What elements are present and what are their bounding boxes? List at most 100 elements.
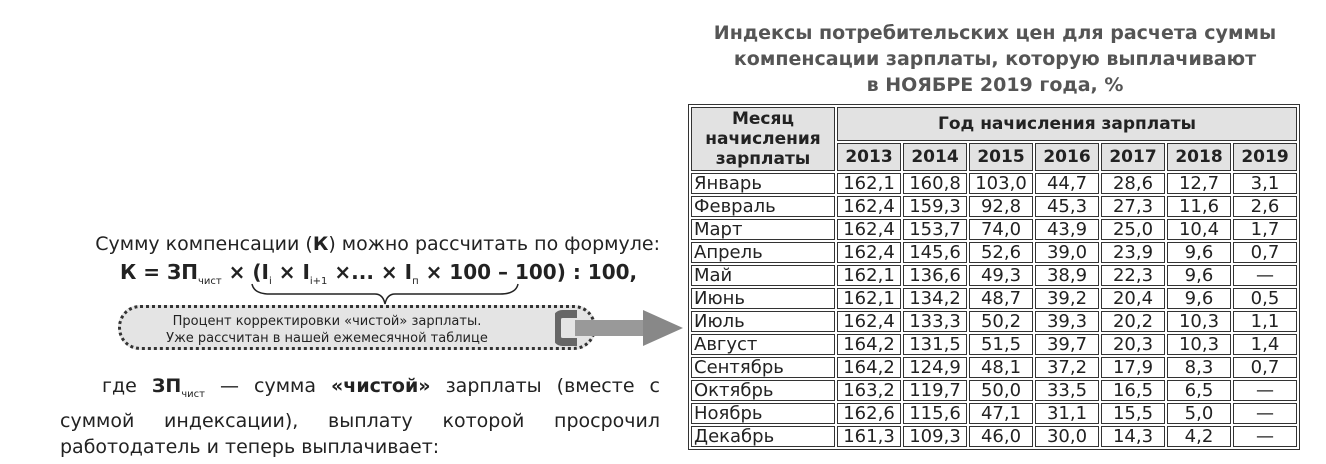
index-cell: — [1233,380,1297,401]
index-cell: 50,2 [969,311,1033,332]
index-cell: 74,0 [969,219,1033,240]
month-header: Месяц начисления зарплаты [691,107,835,171]
index-cell: 12,7 [1167,173,1231,194]
callout-line: Процент корректировки «чистой» зарплаты. [172,314,482,329]
index-cell: 39,7 [1035,334,1099,355]
table-row: Август 164,2 131,5 51,5 39,7 20,3 10,3 1,4 [691,334,1297,355]
index-cell: 162,4 [837,242,901,263]
month-cell: Июль [691,311,835,332]
year-column-header: 2016 [1035,143,1099,171]
month-cell: Ноябрь [691,403,835,424]
month-cell: Сентябрь [691,357,835,378]
table-row: Июнь 162,1 134,2 48,7 39,2 20,4 9,6 0,5 [691,288,1297,309]
index-cell: 9,6 [1167,242,1231,263]
index-cell: 45,3 [1035,196,1099,217]
index-cell: 47,1 [969,403,1033,424]
index-cell: 14,3 [1101,426,1165,447]
index-cell: 9,6 [1167,265,1231,286]
arrow-right-icon [555,310,683,346]
index-cell: 28,6 [1101,173,1165,194]
index-cell: 30,0 [1035,426,1099,447]
year-column-header: 2014 [903,143,967,171]
index-cell: 162,1 [837,288,901,309]
index-cell: 115,6 [903,403,967,424]
index-cell: 153,7 [903,219,967,240]
table-title: Индексы потребительских цен для расчета … [700,20,1290,98]
index-cell: 25,0 [1101,219,1165,240]
index-cell: 20,3 [1101,334,1165,355]
index-cell: 162,6 [837,403,901,424]
index-cell: 11,6 [1167,196,1231,217]
index-cell: 133,3 [903,311,967,332]
index-cell: 10,4 [1167,219,1231,240]
index-cell: 50,0 [969,380,1033,401]
index-cell: 4,2 [1167,426,1231,447]
index-cell: 39,0 [1035,242,1099,263]
index-cell: 44,7 [1035,173,1099,194]
index-cell: 0,7 [1233,242,1297,263]
index-cell: 161,3 [837,426,901,447]
index-cell: 124,9 [903,357,967,378]
index-cell: 20,4 [1101,288,1165,309]
month-cell: Декабрь [691,426,835,447]
table-row: Декабрь 161,3 109,3 46,0 30,0 14,3 4,2— [691,426,1297,447]
index-cell: 39,2 [1035,288,1099,309]
year-header: Год начисления зарплаты [837,107,1297,141]
index-cell: 48,1 [969,357,1033,378]
year-column-header: 2018 [1167,143,1231,171]
index-cell: 17,9 [1101,357,1165,378]
index-cell: 6,5 [1167,380,1231,401]
index-cell: 109,3 [903,426,967,447]
table-row: Март 162,4 153,7 74,0 43,9 25,0 10,4 1,7 [691,219,1297,240]
year-column-header: 2015 [969,143,1033,171]
index-cell: 37,2 [1035,357,1099,378]
index-cell: — [1233,403,1297,424]
callout-line: Уже рассчитан в нашей ежемесячной таблиц… [166,331,488,346]
index-cell: 1,7 [1233,219,1297,240]
month-cell: Август [691,334,835,355]
table-row: Январь 162,1 160,8 103,0 44,7 28,6 12,7 3,1 [691,173,1297,194]
table-row: Июль 162,4 133,3 50,2 39,3 20,2 10,3 1,1 [691,311,1297,332]
index-cell: 164,2 [837,357,901,378]
month-cell: Март [691,219,835,240]
table-row: Апрель 162,4 145,6 52,6 39,0 23,9 9,6 0,7 [691,242,1297,263]
title-line: в НОЯБРЕ 2019 года, % [866,74,1124,96]
index-cell: 162,4 [837,196,901,217]
curly-brace-icon [251,283,519,305]
index-cell: 22,3 [1101,265,1165,286]
index-cell: 0,7 [1233,357,1297,378]
index-cell: 0,5 [1233,288,1297,309]
index-cell: 134,2 [903,288,967,309]
index-cell: 46,0 [969,426,1033,447]
index-cell: 51,5 [969,334,1033,355]
index-cell: 1,4 [1233,334,1297,355]
explanation-paragraph: где ЗПчист — сумма «чистой» зарплаты (вм… [60,375,660,458]
index-cell: 159,3 [903,196,967,217]
index-cell: 5,0 [1167,403,1231,424]
table-row: Май 162,1 136,6 49,3 38,9 22,3 9,6— [691,265,1297,286]
index-cell: 163,2 [837,380,901,401]
index-cell: 164,2 [837,334,901,355]
index-cell: 103,0 [969,173,1033,194]
table-row: Октябрь 163,2 119,7 50,0 33,5 16,5 6,5— [691,380,1297,401]
month-cell: Октябрь [691,380,835,401]
index-cell: 49,3 [969,265,1033,286]
index-cell: 23,9 [1101,242,1165,263]
month-cell: Май [691,265,835,286]
index-cell: 160,8 [903,173,967,194]
table-row: Ноябрь 162,6 115,6 47,1 31,1 15,5 5,0— [691,403,1297,424]
formula-intro: Сумму компенсации (К) можно рассчитать п… [95,233,660,255]
index-cell: 10,3 [1167,334,1231,355]
index-cell: 48,7 [969,288,1033,309]
index-cell: 15,5 [1101,403,1165,424]
index-cell: 162,1 [837,173,901,194]
index-cell: 2,6 [1233,196,1297,217]
index-cell: 33,5 [1035,380,1099,401]
index-cell: 8,3 [1167,357,1231,378]
cpi-table: Месяц начисления зарплаты Год начисления… [688,104,1300,450]
index-cell: 31,1 [1035,403,1099,424]
index-cell: 162,1 [837,265,901,286]
year-column-header: 2017 [1101,143,1165,171]
table-row: Февраль 162,4 159,3 92,8 45,3 27,3 11,6 2,6 [691,196,1297,217]
month-cell: Апрель [691,242,835,263]
